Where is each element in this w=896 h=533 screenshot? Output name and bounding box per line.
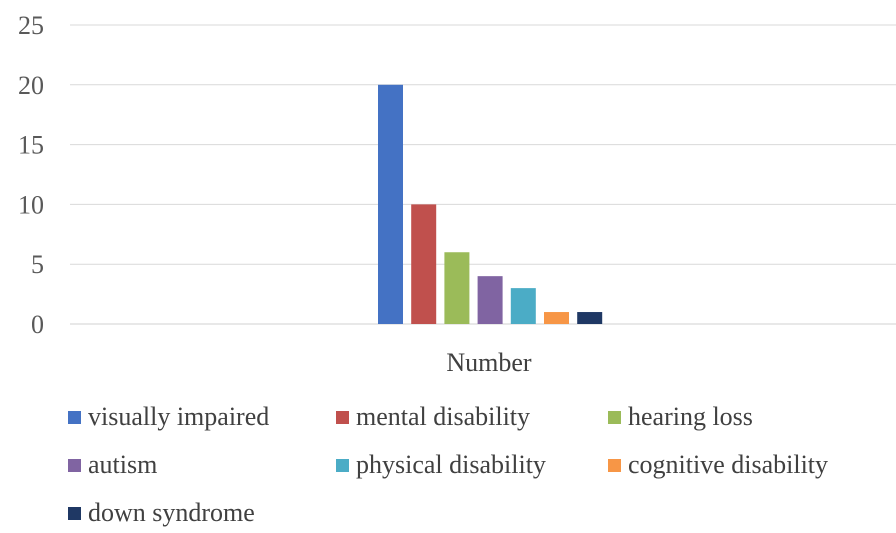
legend-swatch	[608, 410, 621, 424]
bar-down-syndrome	[577, 312, 603, 324]
legend-label: down syndrome	[88, 498, 255, 527]
y-tick-label: 5	[31, 250, 44, 279]
legend-item-mental-disability: mental disability	[336, 400, 608, 434]
y-tick-label: 25	[18, 11, 44, 40]
y-tick-label: 15	[18, 131, 44, 160]
bar-autism	[477, 276, 503, 324]
legend-label: visually impaired	[88, 402, 270, 431]
legend-swatch	[336, 410, 349, 424]
legend-label: autism	[88, 450, 158, 479]
bar-mental-disability	[411, 204, 437, 324]
legend-label: physical disability	[356, 450, 546, 479]
legend-swatch	[68, 506, 81, 520]
legend-item-autism: autism	[68, 448, 336, 482]
legend-swatch	[68, 410, 81, 424]
legend-item-down-syndrome: down syndrome	[68, 496, 336, 530]
legend-swatch	[608, 458, 621, 472]
legend-item-visually-impaired: visually impaired	[68, 400, 336, 434]
bar-cognitive-disability	[544, 312, 569, 324]
bar-visually-impaired	[378, 84, 403, 324]
x-category-label: Number	[446, 348, 532, 377]
y-tick-label: 20	[18, 71, 44, 100]
legend-item-physical-disability: physical disability	[336, 448, 608, 482]
bar-hearing-loss	[444, 252, 470, 324]
legend-swatch	[336, 458, 349, 472]
legend-label: mental disability	[356, 402, 531, 431]
bar-chart: 0 5 10 15 20 25 Number	[18, 11, 896, 377]
legend: visually impaired mental disability hear…	[68, 400, 888, 530]
legend-swatch	[68, 458, 81, 472]
bar-physical-disability	[510, 288, 536, 324]
y-tick-label: 10	[18, 190, 44, 219]
legend-item-hearing-loss: hearing loss	[608, 400, 878, 434]
legend-label: cognitive disability	[628, 450, 829, 479]
legend-label: hearing loss	[628, 402, 753, 431]
legend-item-cognitive-disability: cognitive disability	[608, 448, 878, 482]
y-tick-label: 0	[31, 310, 44, 339]
